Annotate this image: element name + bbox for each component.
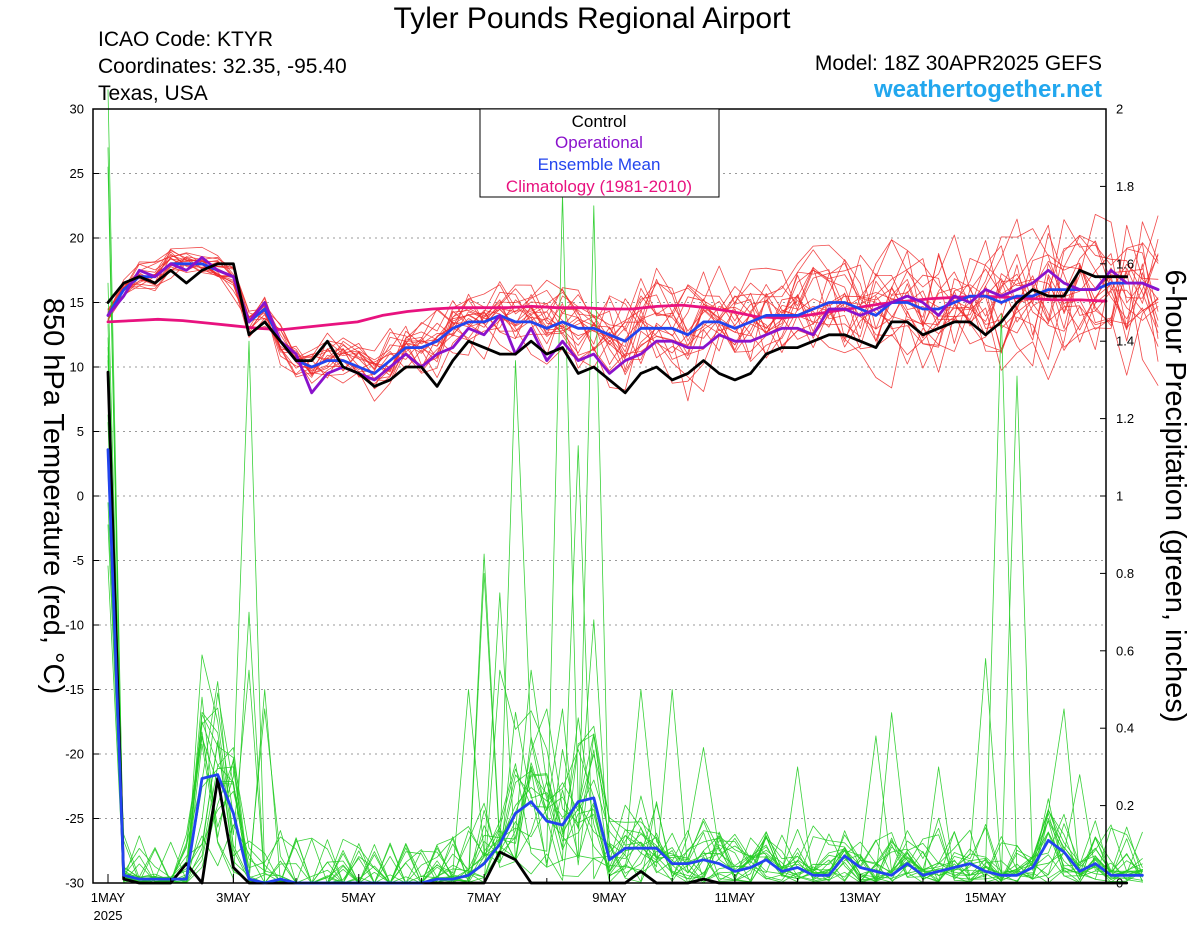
left-tick-label: 15 xyxy=(70,295,84,310)
chart-title: Tyler Pounds Regional Airport xyxy=(393,2,791,35)
left-tick-label: 5 xyxy=(77,424,84,439)
x-tick-label: 11MAY xyxy=(715,890,756,905)
x-tick-label: 3MAY xyxy=(216,890,251,905)
right-tick-label: 0.2 xyxy=(1116,798,1134,813)
precipitation-member-line xyxy=(107,193,1143,884)
right-tick-label: 0 xyxy=(1116,876,1123,891)
right-tick-label: 0.6 xyxy=(1116,643,1134,658)
website-link[interactable]: weathertogether.net xyxy=(873,76,1102,103)
legend-box xyxy=(479,108,720,198)
temperature-member-line xyxy=(107,250,1159,376)
grid-lines xyxy=(93,173,1106,819)
precipitation-member-line xyxy=(107,449,1143,884)
x-tick-label: 5MAY xyxy=(342,890,377,905)
temperature-control-line xyxy=(106,262,1129,395)
left-tick-label: -10 xyxy=(65,618,84,633)
left-axis-title: 850 hPa Temperature (red, °C) xyxy=(37,298,69,694)
precipitation-member-line xyxy=(107,337,1143,884)
x-tick-label: 1MAY xyxy=(91,890,126,905)
right-tick-label: 1.8 xyxy=(1116,179,1134,194)
ensemble-members xyxy=(107,89,1159,884)
x-axis: 1MAY 2025 3MAY 5MAY 7MAY 9MAY 11MAY 13MAY 15MAY xyxy=(91,874,1049,923)
legend-operational: Operational xyxy=(555,133,643,152)
left-tick-label: -20 xyxy=(65,747,84,762)
x-tick-label: 9MAY xyxy=(592,890,627,905)
right-tick-label: 0.8 xyxy=(1116,566,1134,581)
icao-code: ICAO Code: KTYR xyxy=(98,28,274,51)
legend: Control Operational Ensemble Mean Climat… xyxy=(479,108,720,198)
left-tick-label: 25 xyxy=(70,166,84,181)
legend-control: Control xyxy=(572,112,627,131)
x-tick-label: 7MAY xyxy=(467,890,502,905)
precipitation-member-line xyxy=(107,89,1143,884)
left-tick-label: 10 xyxy=(70,360,84,375)
left-tick-label: -5 xyxy=(72,553,84,568)
left-tick-label: -30 xyxy=(65,876,84,891)
temperature-member-line xyxy=(107,234,1159,402)
precipitation-member-line xyxy=(107,313,1143,884)
x-tick-label: 15MAY xyxy=(965,890,1007,905)
region: Texas, USA xyxy=(98,82,208,105)
left-y-axis: 30 25 20 15 10 5 0 -5 -10 -15 -20 -25 -30 xyxy=(65,102,99,891)
temperature-member-line xyxy=(107,232,1159,379)
right-tick-label: 0.4 xyxy=(1116,721,1134,736)
right-tick-label: 1.4 xyxy=(1116,334,1134,349)
left-tick-label: -25 xyxy=(65,811,84,826)
model-run: Model: 18Z 30APR2025 GEFS xyxy=(814,52,1102,75)
temperature-member-line xyxy=(107,219,1159,389)
legend-ensemble-mean: Ensemble Mean xyxy=(538,155,661,174)
right-axis-title: 6-hour Precipitation (green, inches) xyxy=(1159,270,1191,723)
precipitation-member-line xyxy=(107,166,1143,884)
left-tick-label: 30 xyxy=(70,102,84,117)
precipitation-member-line xyxy=(107,147,1143,884)
right-tick-label: 1.6 xyxy=(1116,256,1134,271)
right-tick-label: 2 xyxy=(1116,102,1123,117)
right-tick-label: 1 xyxy=(1116,489,1123,504)
legend-climatology: Climatology (1981-2010) xyxy=(506,177,692,196)
coordinates: Coordinates: 32.35, -95.40 xyxy=(98,55,347,78)
right-y-axis: 2 1.8 1.6 1.4 1.2 1 0.8 0.6 0.4 0.2 0 xyxy=(1100,102,1134,891)
precipitation-ensemble-mean-line xyxy=(106,448,1144,885)
temperature-member-line xyxy=(107,240,1159,388)
left-tick-label: 20 xyxy=(70,231,84,246)
x-tick-sublabel: 2025 xyxy=(94,908,123,923)
x-tick-label: 13MAY xyxy=(839,890,881,905)
left-tick-label: 0 xyxy=(77,489,84,504)
right-tick-label: 1.2 xyxy=(1116,411,1134,426)
left-tick-label: -15 xyxy=(65,682,84,697)
